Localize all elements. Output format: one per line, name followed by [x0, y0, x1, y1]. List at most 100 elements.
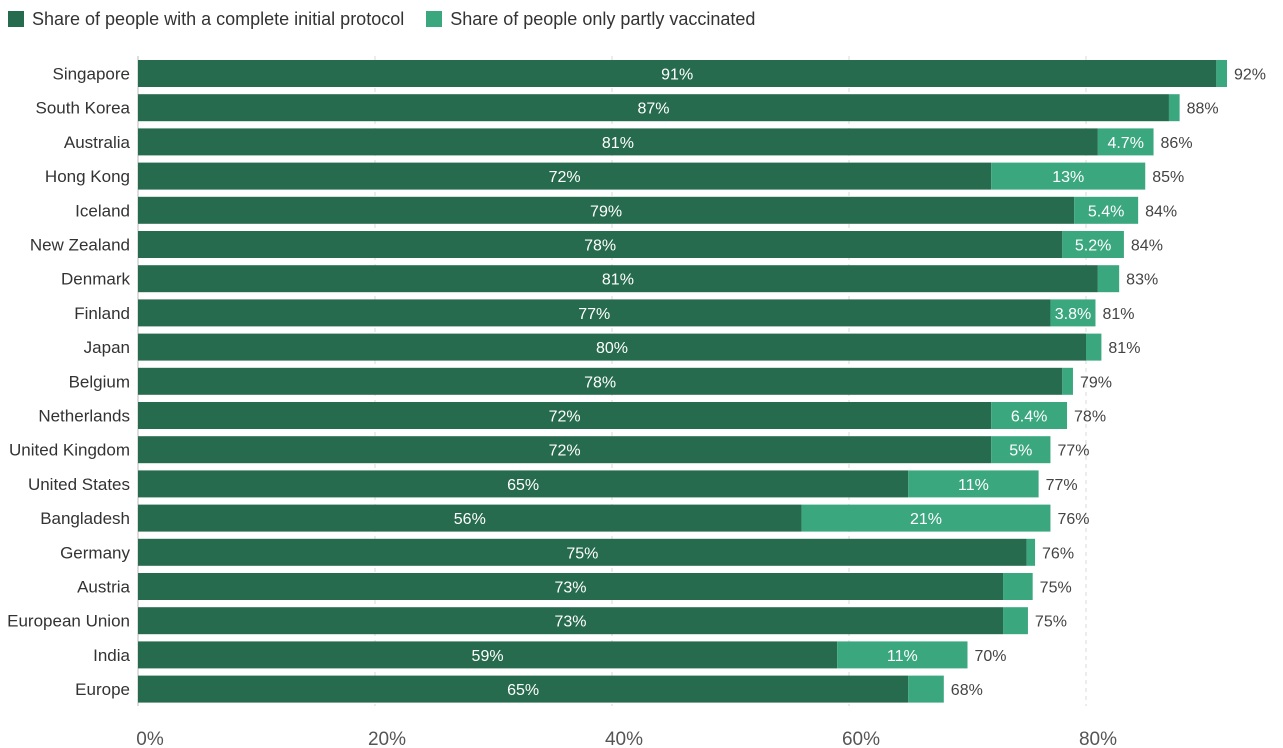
- bar-partial: [991, 436, 1051, 464]
- bar-complete: [138, 607, 1004, 635]
- data-label-total: 92%: [1234, 67, 1266, 84]
- data-label-complete: 56%: [454, 511, 486, 528]
- data-label-complete: 72%: [549, 409, 581, 426]
- legend-label-complete: Share of people with a complete initial …: [32, 8, 405, 29]
- data-label-partial: 6.4%: [1011, 409, 1047, 426]
- x-tick-label: 40%: [605, 729, 643, 748]
- bar-partial: [837, 641, 968, 669]
- legend-item-partial[interactable]: Share of people only partly vaccinated: [426, 9, 755, 30]
- category-label: Belgium: [69, 372, 130, 391]
- legend-item-complete[interactable]: Share of people with a complete initial …: [8, 9, 404, 30]
- data-label-partial: 5.4%: [1088, 203, 1124, 220]
- data-label-complete: 59%: [472, 648, 504, 665]
- category-label: Iceland: [75, 201, 130, 220]
- bar-partial: [1168, 94, 1180, 122]
- data-label-complete: 81%: [602, 135, 634, 152]
- data-label-total: 88%: [1187, 101, 1219, 118]
- bar-partial: [1026, 538, 1036, 566]
- category-label: Hong Kong: [45, 167, 130, 186]
- data-label-partial: 11%: [958, 477, 989, 494]
- bar-partial: [1003, 607, 1028, 635]
- data-label-complete: 77%: [578, 306, 610, 323]
- bar-complete: [138, 196, 1075, 224]
- data-label-complete: 72%: [549, 169, 581, 186]
- x-tick-label: 0%: [136, 729, 164, 748]
- data-label-total: 84%: [1145, 203, 1177, 220]
- category-label: Netherlands: [38, 407, 130, 426]
- bar-partial: [908, 470, 1039, 498]
- bar-complete: [138, 231, 1063, 258]
- category-label: Australia: [64, 133, 131, 152]
- category-label: Singapore: [52, 65, 130, 84]
- bar-partial: [1216, 60, 1228, 87]
- bar-complete: [138, 265, 1098, 293]
- data-label-total: 85%: [1152, 169, 1184, 186]
- bar-partial: [1097, 128, 1154, 156]
- bar-complete: [138, 94, 1169, 122]
- data-label-total: 68%: [951, 682, 983, 699]
- category-label: United States: [28, 475, 130, 494]
- bar-complete: [138, 573, 1004, 600]
- bar-complete: [138, 538, 1027, 566]
- category-label: Germany: [60, 543, 130, 562]
- bar-partial: [1050, 299, 1096, 327]
- bar-complete: [138, 162, 992, 190]
- legend: Share of people with a complete initial …: [8, 6, 755, 32]
- data-label-total: 75%: [1040, 580, 1072, 597]
- data-label-complete: 91%: [661, 67, 693, 84]
- data-label-complete: 65%: [507, 682, 539, 699]
- bar-partial: [1074, 196, 1139, 224]
- data-label-total: 78%: [1074, 409, 1106, 426]
- data-label-complete: 73%: [555, 614, 587, 631]
- data-label-total: 84%: [1131, 238, 1163, 255]
- bar-complete: [138, 402, 992, 429]
- bar-complete: [138, 367, 1063, 395]
- x-tick-label: 20%: [368, 729, 406, 748]
- x-tick-label: 60%: [842, 729, 880, 748]
- bar-complete: [138, 641, 838, 669]
- data-label-total: 76%: [1042, 545, 1074, 562]
- data-label-total: 76%: [1057, 511, 1089, 528]
- data-label-partial: 21%: [910, 511, 942, 528]
- data-label-total: 77%: [1057, 443, 1089, 460]
- data-label-total: 81%: [1108, 340, 1140, 357]
- bar-complete: [138, 436, 992, 464]
- data-label-partial: 3.8%: [1055, 306, 1091, 323]
- data-label-total: 86%: [1161, 135, 1193, 152]
- data-label-partial: 11%: [887, 648, 918, 665]
- data-label-complete: 79%: [590, 203, 622, 220]
- data-label-complete: 78%: [584, 374, 616, 391]
- bar-complete: [138, 299, 1051, 327]
- data-label-total: 83%: [1126, 272, 1158, 289]
- bar-partial: [1097, 265, 1120, 293]
- data-label-total: 81%: [1102, 306, 1134, 323]
- data-label-complete: 80%: [596, 340, 628, 357]
- bar-partial: [908, 675, 944, 703]
- x-tick-label: 80%: [1079, 729, 1117, 748]
- legend-swatch-partial: [426, 11, 443, 27]
- category-label: Austria: [77, 578, 130, 597]
- category-label: New Zealand: [30, 236, 130, 255]
- data-label-complete: 87%: [637, 101, 669, 118]
- data-label-partial: 5.2%: [1075, 238, 1111, 255]
- category-label: European Union: [7, 612, 130, 631]
- data-label-complete: 78%: [584, 238, 616, 255]
- data-label-partial: 5%: [1009, 443, 1032, 460]
- data-label-total: 79%: [1080, 374, 1112, 391]
- bar-complete: [138, 504, 802, 532]
- category-label: Bangladesh: [40, 509, 130, 528]
- data-label-partial: 13%: [1052, 169, 1084, 186]
- category-label: Denmark: [61, 270, 130, 289]
- legend-swatch-complete: [8, 11, 24, 27]
- bar-complete: [138, 333, 1086, 361]
- bar-partial: [1062, 367, 1073, 395]
- category-label: Europe: [75, 680, 130, 699]
- bar-complete: [138, 675, 909, 703]
- category-label: United Kingdom: [9, 441, 130, 460]
- data-label-complete: 81%: [602, 272, 634, 289]
- bar-partial: [1003, 573, 1033, 600]
- bar-partial: [1062, 231, 1124, 258]
- bar-partial: [991, 402, 1068, 429]
- data-label-total: 75%: [1035, 614, 1067, 631]
